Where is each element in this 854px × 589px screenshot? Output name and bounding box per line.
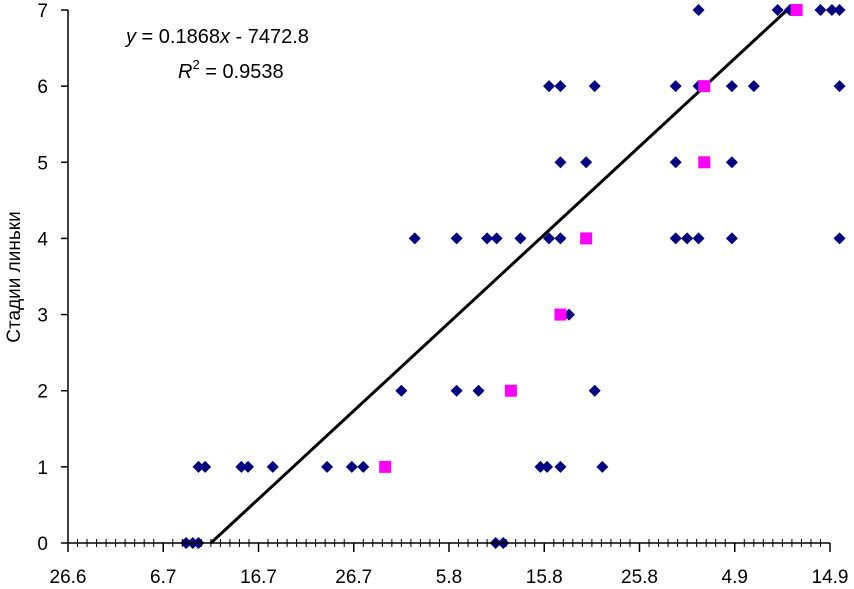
data-point-diamond — [514, 232, 527, 245]
data-point-diamond — [771, 4, 784, 16]
data-point-diamond — [490, 232, 503, 245]
data-point-diamond — [833, 232, 846, 245]
x-tick-label: 15.8 — [526, 567, 563, 588]
y-tick-label: 2 — [37, 382, 48, 403]
data-point-diamond — [692, 232, 705, 245]
data-point-diamond — [588, 80, 601, 93]
data-point-diamond — [321, 460, 334, 473]
x-tick-label: 16.7 — [240, 567, 277, 588]
data-point-diamond — [450, 232, 463, 245]
equation-line-2: R2 = 0.9538 — [178, 57, 284, 83]
x-tick-label: 26.7 — [335, 567, 372, 588]
data-point-diamond — [481, 232, 494, 245]
trend-line — [209, 8, 789, 545]
data-point-diamond — [395, 384, 408, 397]
x-tick-label: 4.9 — [722, 567, 748, 588]
data-point-diamond — [450, 384, 463, 397]
y-tick-label: 6 — [37, 77, 48, 98]
data-point-diamond — [833, 80, 846, 93]
data-point-diamond — [357, 460, 370, 473]
data-point-square — [580, 232, 593, 245]
trendline — [209, 8, 789, 545]
data-point-diamond — [534, 460, 547, 473]
x-tick-label: 14.9 — [812, 567, 849, 588]
data-point-diamond — [833, 4, 846, 16]
data-point-diamond — [192, 460, 205, 473]
data-point-square — [504, 384, 517, 397]
axes: 0 1 2 3 4 5 6 7 26.6 6.7 16.7 26.7 5.8 15.8 25.8 4.9 14.… — [37, 1, 848, 588]
data-point-diamond — [725, 156, 738, 169]
data-point-square — [698, 156, 711, 169]
data-point-diamond — [199, 460, 212, 473]
data-point-diamond — [554, 460, 567, 473]
data-point-diamond — [541, 460, 554, 473]
y-tick-label: 0 — [37, 534, 48, 555]
x-tick-label: 25.8 — [621, 567, 658, 588]
data-point-diamond — [588, 384, 601, 397]
data-point-diamond — [814, 4, 827, 16]
data-point-diamond — [747, 80, 760, 93]
data-point-diamond — [669, 232, 682, 245]
data-point-diamond — [825, 4, 838, 16]
regression-equation: y = 0.1868x - 7472.8 R2 = 0.9538 — [124, 26, 309, 83]
data-point-diamond — [554, 232, 567, 245]
data-point-square — [790, 4, 803, 16]
data-point-diamond — [681, 232, 694, 245]
data-point-diamond — [543, 232, 556, 245]
data-point-diamond — [554, 156, 567, 169]
data-point-diamond — [554, 80, 567, 93]
data-point-square — [698, 80, 711, 93]
data-point-diamond — [472, 384, 485, 397]
data-points — [180, 4, 846, 549]
y-tick-label: 4 — [37, 229, 48, 250]
equation-line-1: y = 0.1868x - 7472.8 — [124, 26, 309, 48]
data-point-diamond — [669, 156, 682, 169]
data-point-square — [554, 308, 567, 321]
data-point-diamond — [669, 80, 682, 93]
y-tick-label: 1 — [37, 458, 48, 479]
data-point-diamond — [543, 80, 556, 93]
data-point-diamond — [596, 460, 609, 473]
data-point-diamond — [345, 460, 358, 473]
x-tick-label: 26.6 — [50, 567, 87, 588]
y-tick-label: 7 — [37, 1, 48, 22]
y-axis-title: Стадии линьки — [4, 211, 25, 342]
x-tick-label: 5.8 — [436, 567, 462, 588]
data-point-diamond — [725, 232, 738, 245]
data-point-diamond — [692, 4, 705, 16]
y-tick-label: 5 — [37, 153, 48, 174]
data-point-diamond — [408, 232, 421, 245]
data-point-diamond — [266, 460, 279, 473]
data-point-diamond — [242, 460, 255, 473]
data-point-diamond — [235, 460, 248, 473]
data-point-square — [379, 460, 392, 473]
y-tick-label: 3 — [37, 306, 48, 327]
data-point-diamond — [580, 156, 593, 169]
x-tick-label: 6.7 — [150, 567, 176, 588]
data-point-diamond — [725, 80, 738, 93]
